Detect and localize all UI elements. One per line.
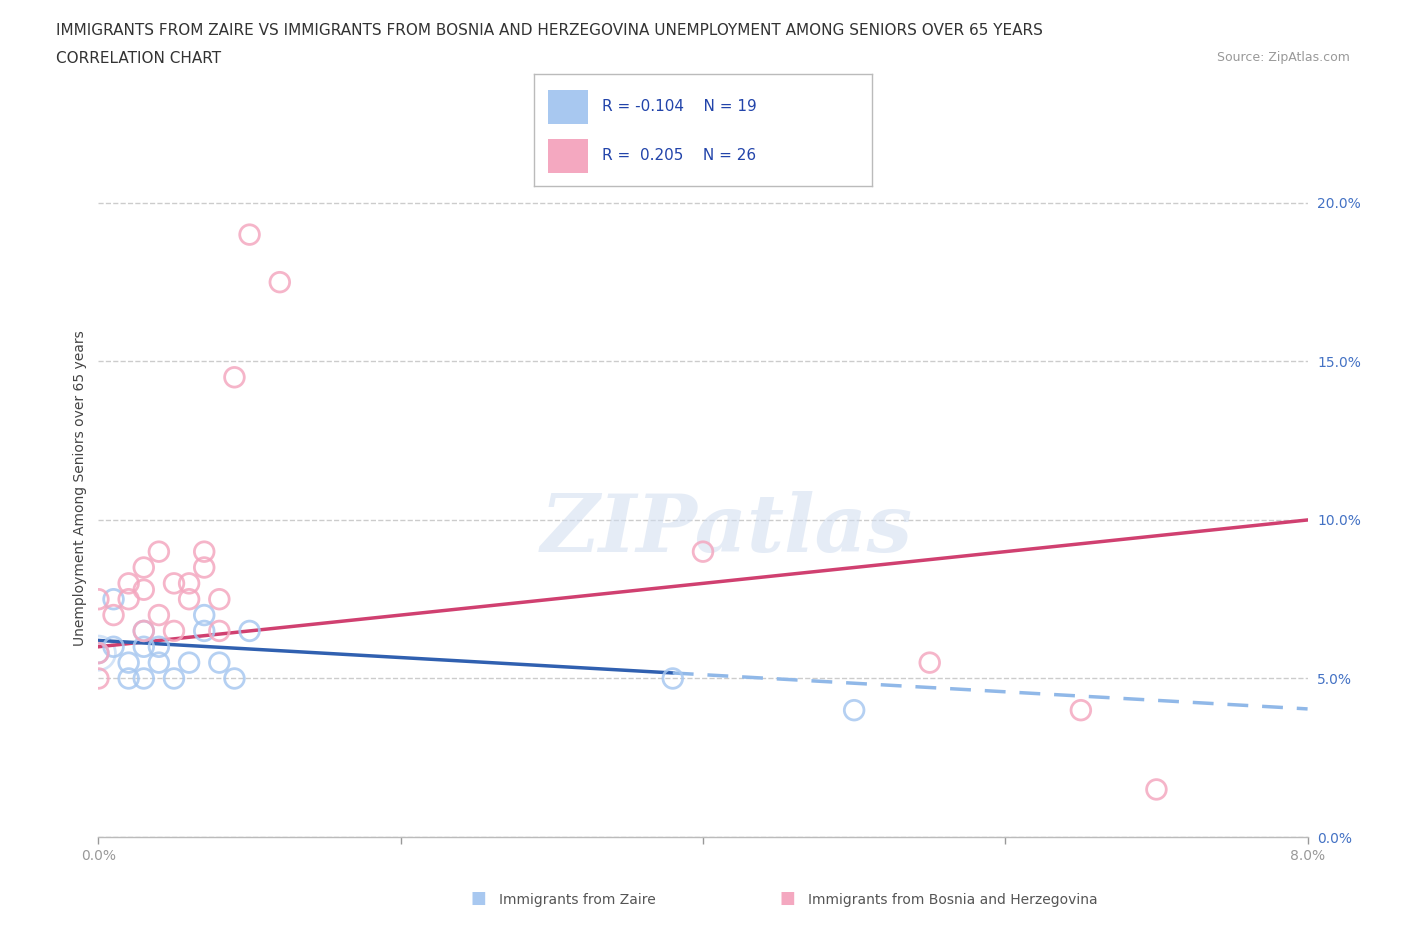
Point (1070, 703, 1092, 718)
Point (118, 655, 141, 670)
Point (132, 623, 155, 638)
Point (132, 560, 155, 575)
Point (208, 623, 231, 638)
Point (661, 671, 683, 686)
Point (224, 671, 246, 686)
Point (103, 639, 125, 654)
Point (239, 227, 262, 242)
Point (87, 645, 110, 660)
Point (118, 591, 141, 606)
Point (163, 576, 186, 591)
Y-axis label: Unemployment Among Seniors over 65 years: Unemployment Among Seniors over 65 years (73, 330, 87, 646)
Point (179, 655, 201, 670)
Point (132, 623, 155, 638)
Point (193, 607, 215, 622)
Point (103, 607, 125, 622)
Bar (548, 140, 588, 173)
Point (132, 639, 155, 654)
Point (87, 645, 110, 660)
Point (118, 671, 141, 686)
Text: ■: ■ (779, 889, 796, 907)
Point (918, 655, 941, 670)
Point (208, 591, 231, 606)
Text: Immigrants from Zaire: Immigrants from Zaire (499, 893, 655, 907)
Point (692, 544, 714, 559)
Text: Immigrants from Bosnia and Herzegovina: Immigrants from Bosnia and Herzegovina (808, 893, 1098, 907)
Point (148, 639, 170, 654)
Point (193, 544, 215, 559)
Text: R =  0.205    N = 26: R = 0.205 N = 26 (602, 149, 756, 164)
Point (148, 607, 170, 622)
Bar (548, 90, 588, 124)
Point (179, 576, 201, 591)
Point (844, 703, 866, 718)
Text: ZIPatlas: ZIPatlas (541, 491, 914, 569)
Point (208, 655, 231, 670)
Point (163, 671, 186, 686)
Point (239, 623, 262, 638)
Point (193, 560, 215, 575)
Point (132, 671, 155, 686)
Point (179, 591, 201, 606)
Point (87, 671, 110, 686)
Text: CORRELATION CHART: CORRELATION CHART (56, 51, 221, 66)
Point (224, 370, 246, 385)
Point (193, 623, 215, 638)
Point (148, 544, 170, 559)
Point (87, 645, 110, 660)
Point (103, 591, 125, 606)
Point (269, 274, 291, 289)
Point (87, 591, 110, 606)
Point (118, 576, 141, 591)
Text: Source: ZipAtlas.com: Source: ZipAtlas.com (1216, 51, 1350, 64)
Point (132, 582, 155, 597)
Point (163, 623, 186, 638)
Text: R = -0.104    N = 19: R = -0.104 N = 19 (602, 100, 756, 114)
Text: IMMIGRANTS FROM ZAIRE VS IMMIGRANTS FROM BOSNIA AND HERZEGOVINA UNEMPLOYMENT AMO: IMMIGRANTS FROM ZAIRE VS IMMIGRANTS FROM… (56, 23, 1043, 38)
Point (1144, 782, 1167, 797)
Point (148, 655, 170, 670)
Text: ■: ■ (470, 889, 486, 907)
